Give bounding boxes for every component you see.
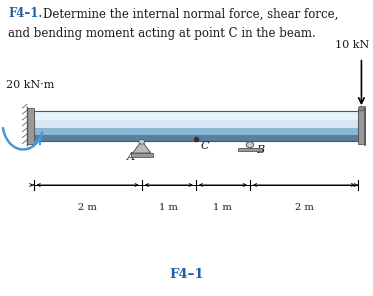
- Text: F4–1.: F4–1.: [8, 7, 43, 20]
- Polygon shape: [133, 141, 151, 153]
- Text: 2 m: 2 m: [78, 203, 97, 212]
- Text: 2 m: 2 m: [295, 203, 313, 212]
- Text: F4–1: F4–1: [169, 268, 204, 281]
- Circle shape: [139, 139, 145, 144]
- Text: and bending moment acting at point C in the beam.: and bending moment acting at point C in …: [8, 27, 316, 40]
- Bar: [131, 153, 153, 157]
- Bar: [34, 111, 358, 141]
- Bar: [34, 120, 358, 128]
- Bar: [358, 108, 365, 144]
- Circle shape: [358, 106, 364, 111]
- Circle shape: [246, 142, 254, 148]
- Bar: [27, 108, 34, 144]
- Text: 1 m: 1 m: [159, 203, 178, 212]
- Text: A: A: [126, 152, 135, 163]
- Text: 1 m: 1 m: [213, 203, 232, 212]
- Bar: [34, 111, 358, 120]
- Text: Determine the internal normal force, shear force,: Determine the internal normal force, she…: [43, 7, 338, 20]
- Bar: [238, 148, 262, 151]
- Text: C: C: [200, 141, 209, 151]
- Text: 10 kN: 10 kN: [335, 40, 370, 50]
- Bar: [34, 135, 358, 141]
- Text: B: B: [257, 145, 265, 155]
- Text: 20 kN·m: 20 kN·m: [6, 80, 55, 90]
- Bar: [34, 128, 358, 135]
